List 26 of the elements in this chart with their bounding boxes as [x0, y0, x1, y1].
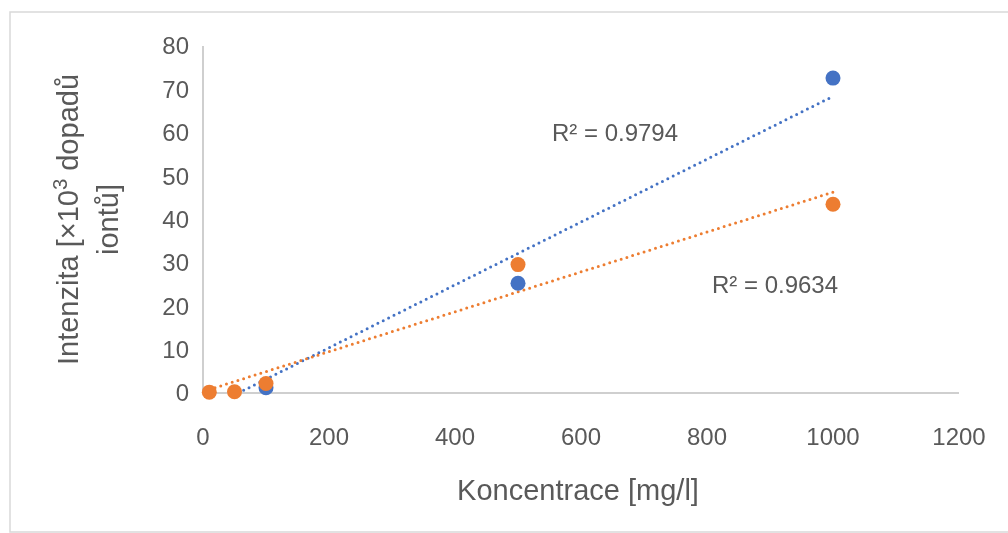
x-tick-label: 800: [686, 423, 728, 450]
x-tick-label: 200: [308, 423, 350, 450]
point: [825, 196, 841, 212]
annotation: R² = 0.9794: [551, 119, 679, 147]
point: [510, 275, 526, 291]
x-tick-label: 600: [560, 423, 602, 450]
y-tick-label: 20: [162, 292, 189, 320]
y-tick-label: 60: [162, 119, 189, 147]
x-tick-label: 400: [434, 423, 476, 450]
y-tick-label: 0: [175, 379, 189, 407]
x-tick-label: 1000: [806, 423, 860, 450]
x-tick-label: 1200: [932, 423, 986, 450]
y-tick-label: 50: [162, 162, 189, 190]
annotation: R² = 0.9634: [711, 271, 839, 299]
point: [825, 70, 841, 86]
point: [201, 384, 217, 400]
y-tick-label: 40: [162, 205, 189, 233]
point: [258, 375, 274, 391]
x-tick-label: 0: [196, 423, 210, 450]
point: [510, 257, 526, 273]
y-tick-label: 30: [162, 249, 189, 277]
point: [227, 384, 242, 400]
x-axis-title: Koncentrace [mg/l]: [457, 474, 699, 506]
y-tick-label: 80: [162, 32, 189, 60]
y-tick-label: 70: [162, 75, 189, 103]
y-tick-label: 10: [162, 336, 189, 364]
